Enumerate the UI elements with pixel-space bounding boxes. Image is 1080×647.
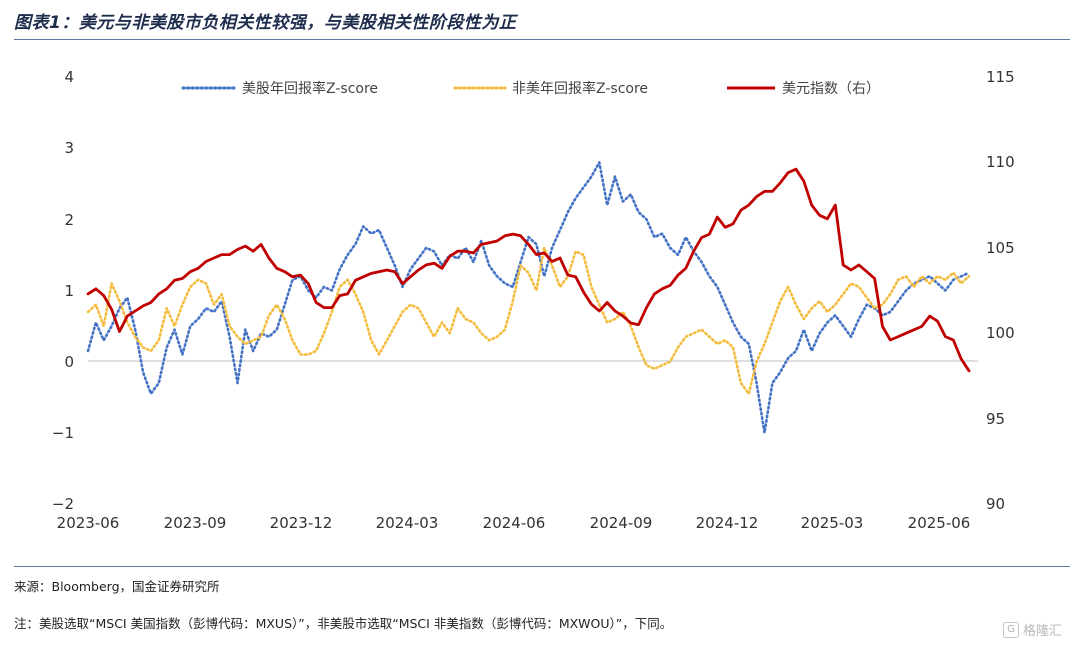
x-tick-label: 2025-06 [908, 514, 971, 532]
x-tick-label: 2024-09 [590, 514, 653, 532]
y-tick-label: 4 [64, 68, 74, 86]
y2-tick-label: 95 [986, 410, 1005, 428]
x-tick-label: 2023-12 [270, 514, 333, 532]
legend-label-us: 美股年回报率Z-score [242, 80, 378, 97]
x-tick-label: 2024-12 [696, 514, 759, 532]
legend-label-dxy: 美元指数（右） [782, 81, 880, 97]
x-tick-label: 2023-06 [57, 514, 120, 532]
series-line-us [86, 161, 971, 435]
y-tick-label: −1 [52, 424, 74, 442]
title-divider [14, 39, 1070, 40]
y2-tick-label: 100 [986, 324, 1015, 342]
y2-tick-label: 115 [986, 68, 1015, 86]
figure-title: 图表1：美元与非美股市负相关性较强，与美股相关性阶段性为正 [14, 13, 517, 33]
y-tick-label: 3 [64, 139, 74, 157]
x-tick-label: 2023-09 [164, 514, 227, 532]
x-tick-label: 2024-06 [483, 514, 546, 532]
right-y-axis: 115 110 105 100 95 90 [986, 68, 1015, 513]
x-axis: 2023-06 2023-09 2023-12 2024-03 2024-06 … [57, 514, 971, 532]
y-tick-label: 2 [64, 211, 74, 229]
y2-tick-label: 110 [986, 153, 1015, 171]
legend-label-nonus: 非美年回报率Z-score [512, 80, 648, 97]
watermark-logo-icon: G [1002, 621, 1019, 638]
footer-divider [14, 566, 1070, 567]
y-tick-label: 0 [64, 353, 74, 371]
source-note: 来源：Bloomberg，国金证券研究所 [14, 579, 220, 594]
chart: 美股年回报率Z-score 非美年回报率Z-score 美元指数（右） 4 3 … [52, 68, 1015, 532]
left-y-axis: 4 3 2 1 0 −1 −2 [52, 68, 74, 513]
watermark: G 格隆汇 [1002, 620, 1062, 639]
watermark-text: 格隆汇 [1022, 624, 1062, 639]
y-tick-label: −2 [52, 495, 74, 513]
series-line-dxy [86, 167, 971, 373]
y2-tick-label: 90 [986, 495, 1005, 513]
x-tick-label: 2025-03 [801, 514, 864, 532]
y-tick-label: 1 [64, 282, 74, 300]
x-tick-label: 2024-03 [376, 514, 439, 532]
y2-tick-label: 105 [986, 239, 1015, 257]
legend: 美股年回报率Z-score 非美年回报率Z-score 美元指数（右） [181, 80, 880, 97]
series-line-nonus [86, 246, 971, 395]
footnote: 注：美股选取“MSCI 美国指数（彭博代码：MXUS）”，非美股市选取“MSCI… [14, 616, 673, 631]
